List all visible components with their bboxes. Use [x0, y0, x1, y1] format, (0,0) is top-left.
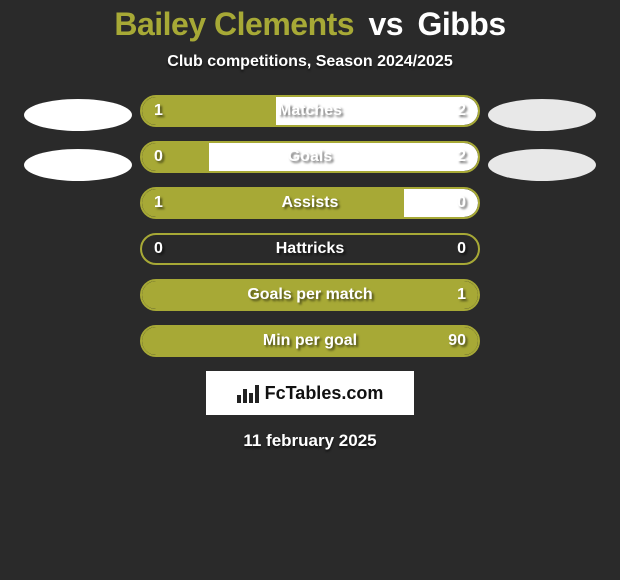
stat-fill-right	[404, 189, 478, 217]
stat-value-left: 1	[154, 102, 163, 120]
player1-oval	[24, 99, 132, 131]
stat-fill-left	[142, 189, 404, 217]
stat-value-right: 0	[457, 240, 466, 258]
player1-oval	[24, 149, 132, 181]
stat-bar: 10Assists	[140, 187, 480, 219]
date-text: 11 february 2025	[243, 431, 376, 451]
stat-value-right: 90	[448, 332, 466, 350]
stat-value-right: 2	[457, 102, 466, 120]
stat-fill-left	[142, 327, 478, 355]
stat-value-left: 0	[154, 148, 163, 166]
right-ovals	[482, 95, 602, 181]
stat-value-right: 1	[457, 286, 466, 304]
stat-value-left: 0	[154, 240, 163, 258]
stat-value-right: 0	[457, 194, 466, 212]
brand-text: FcTables.com	[265, 383, 384, 404]
stat-bar: 90Min per goal	[140, 325, 480, 357]
bar-chart-icon	[237, 383, 259, 403]
player1-name: Bailey Clements	[114, 6, 354, 42]
player2-oval	[488, 149, 596, 181]
vs-text: vs	[368, 6, 403, 42]
stat-bars: 12Matches02Goals10Assists00Hattricks1Goa…	[138, 95, 482, 357]
stat-bar: 12Matches	[140, 95, 480, 127]
stat-label: Hattricks	[142, 240, 478, 258]
subtitle: Club competitions, Season 2024/2025	[167, 53, 452, 71]
stat-bar: 1Goals per match	[140, 279, 480, 311]
comparison-card: Bailey Clements vs Gibbs Club competitio…	[0, 0, 620, 580]
title: Bailey Clements vs Gibbs	[114, 6, 505, 43]
stage: 12Matches02Goals10Assists00Hattricks1Goa…	[0, 95, 620, 357]
stat-fill-left	[142, 281, 478, 309]
stat-fill-left	[142, 143, 209, 171]
stat-bar: 02Goals	[140, 141, 480, 173]
player2-name: Gibbs	[417, 6, 505, 42]
left-ovals	[18, 95, 138, 181]
stat-fill-right	[276, 97, 478, 125]
player2-oval	[488, 99, 596, 131]
stat-value-left: 1	[154, 194, 163, 212]
stat-bar: 0 0Hattricks	[140, 233, 480, 265]
stat-value-right: 2	[457, 148, 466, 166]
brand-badge: FcTables.com	[206, 371, 414, 415]
stat-fill-right	[209, 143, 478, 171]
